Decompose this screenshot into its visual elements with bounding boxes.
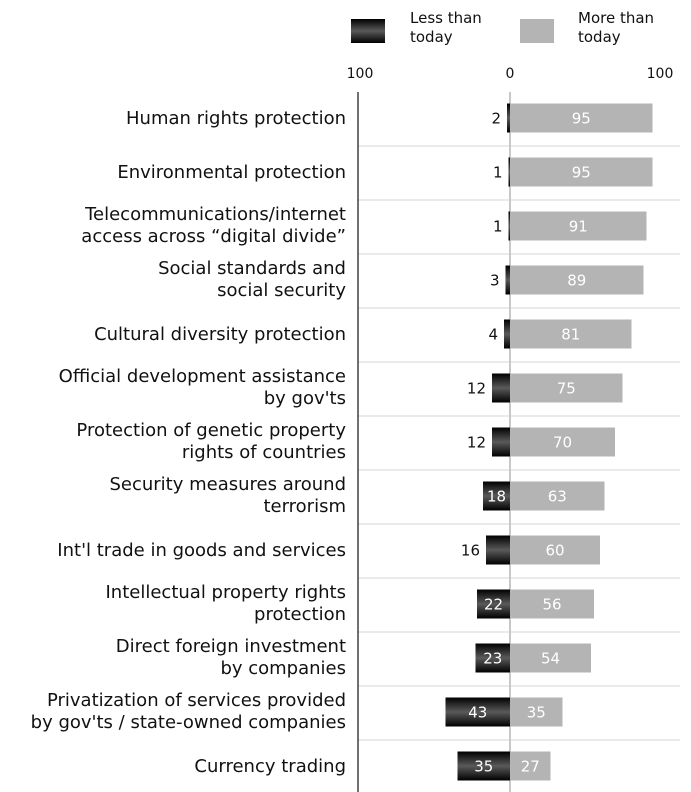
value-label-less: 22 xyxy=(484,596,503,614)
bar-less-than-today xyxy=(483,481,510,511)
bar-more-than-today xyxy=(510,211,647,241)
category-label: Human rights protection xyxy=(126,108,346,129)
bar-less-than-today xyxy=(477,589,510,619)
bar-more-than-today xyxy=(510,427,615,457)
legend-swatch-more xyxy=(520,19,554,43)
value-label-less: 12 xyxy=(467,380,486,398)
category-label: Currency trading xyxy=(194,756,346,777)
value-label-more: 63 xyxy=(548,488,567,506)
value-label-more: 95 xyxy=(572,164,591,182)
category-label: Official development assistance xyxy=(59,366,346,387)
legend-label-more: More than xyxy=(578,9,654,27)
category-label: Direct foreign investment xyxy=(116,636,346,657)
bar-more-than-today xyxy=(510,589,594,619)
category-label: terrorism xyxy=(263,496,346,517)
value-label-more: 81 xyxy=(561,326,580,344)
category-label: Telecommunications/internet xyxy=(84,204,346,225)
value-label-less: 23 xyxy=(483,650,502,668)
bar-less-than-today xyxy=(457,751,510,781)
value-label-less: 35 xyxy=(474,758,493,776)
legend-label-more: today xyxy=(578,28,621,46)
category-label: Protection of genetic property xyxy=(76,420,346,441)
legend-label-less: Less than xyxy=(410,9,482,27)
tick-label: 100 xyxy=(347,66,374,82)
bar-more-than-today xyxy=(510,157,653,187)
value-label-less: 1 xyxy=(493,164,503,182)
category-label: Privatization of services provided xyxy=(47,690,346,711)
bar-more-than-today xyxy=(510,265,644,295)
category-label: Int'l trade in goods and services xyxy=(57,540,346,561)
bar-less-than-today xyxy=(508,157,510,187)
category-label: Environmental protection xyxy=(117,162,346,183)
value-label-more: 89 xyxy=(567,272,586,290)
category-label: Security measures around xyxy=(109,474,346,495)
value-label-less: 43 xyxy=(468,704,487,722)
bar-less-than-today xyxy=(492,427,510,457)
value-label-less: 3 xyxy=(490,272,500,290)
tick-label: 100 xyxy=(647,66,674,82)
tick-label: 0 xyxy=(506,66,515,82)
value-label-more: 75 xyxy=(557,380,576,398)
value-label-more: 54 xyxy=(541,650,560,668)
bar-more-than-today xyxy=(510,373,623,403)
bar-less-than-today xyxy=(508,211,510,241)
value-label-less: 12 xyxy=(467,434,486,452)
value-label-more: 91 xyxy=(569,218,588,236)
bar-more-than-today xyxy=(510,319,632,349)
category-label: Intellectual property rights xyxy=(106,582,347,603)
bar-less-than-today xyxy=(504,319,510,349)
bar-more-than-today xyxy=(510,643,591,673)
category-label: Cultural diversity protection xyxy=(94,324,346,345)
bar-less-than-today xyxy=(475,643,510,673)
legend-label-less: today xyxy=(410,28,453,46)
category-label: rights of countries xyxy=(182,442,346,463)
value-label-more: 35 xyxy=(527,704,546,722)
bar-less-than-today xyxy=(507,103,510,133)
category-label: access across “digital divide” xyxy=(81,226,346,247)
bar-less-than-today xyxy=(445,697,510,727)
bar-more-than-today xyxy=(510,697,563,727)
bar-more-than-today xyxy=(510,481,605,511)
bar-less-than-today xyxy=(486,535,510,565)
value-label-less: 1 xyxy=(493,218,503,236)
value-label-less: 18 xyxy=(487,488,506,506)
value-label-less: 4 xyxy=(488,326,498,344)
bar-more-than-today xyxy=(510,103,653,133)
category-label: by companies xyxy=(220,658,346,679)
value-label-more: 60 xyxy=(545,542,564,560)
bar-more-than-today xyxy=(510,535,600,565)
value-label-less: 16 xyxy=(461,542,480,560)
rows: Human rights protection 95 2 Environmental … xyxy=(31,103,653,781)
category-label: social security xyxy=(217,280,346,301)
bar-less-than-today xyxy=(505,265,510,295)
bar-less-than-today xyxy=(492,373,510,403)
bar-more-than-today xyxy=(510,751,551,781)
category-label: Social standards and xyxy=(158,258,346,279)
value-label-more: 95 xyxy=(572,110,591,128)
category-label: protection xyxy=(254,604,346,625)
value-label-more: 70 xyxy=(553,434,572,452)
category-label: by gov'ts xyxy=(264,388,346,409)
value-label-more: 56 xyxy=(542,596,561,614)
value-label-more: 27 xyxy=(521,758,540,776)
value-label-less: 2 xyxy=(491,110,501,128)
legend-swatch-less xyxy=(351,19,385,43)
category-label: by gov'ts / state-owned companies xyxy=(31,712,346,733)
